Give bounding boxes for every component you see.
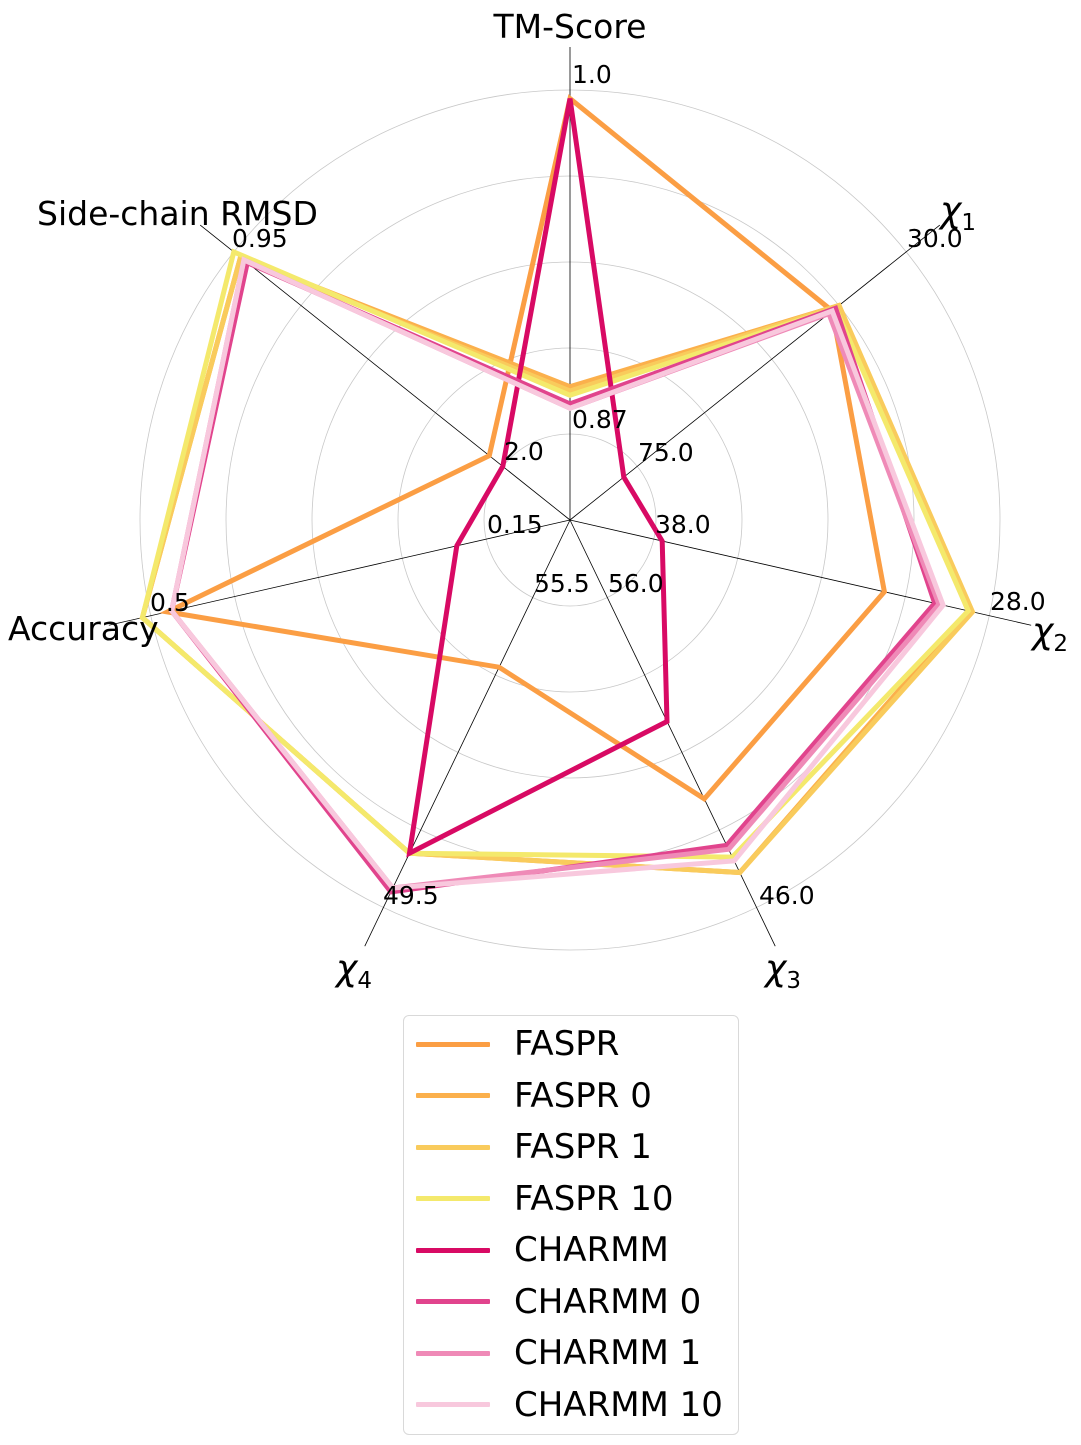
legend-swatch bbox=[416, 1350, 490, 1356]
legend-swatch bbox=[416, 1041, 490, 1047]
legend-label: FASPR 10 bbox=[514, 1178, 674, 1219]
legend-item: CHARMM 1 bbox=[416, 1328, 701, 1378]
legend-swatch bbox=[416, 1144, 490, 1150]
legend-label: CHARMM 1 bbox=[514, 1333, 702, 1373]
series-line bbox=[159, 94, 888, 803]
tick-label-inner: 75.0 bbox=[638, 438, 694, 467]
tick-label-outer: 49.5 bbox=[383, 881, 439, 910]
tick-label-inner: 56.0 bbox=[608, 569, 664, 598]
legend: FASPR FASPR 0 FASPR 1 FASPR 10 CHARMM CHARMM … bbox=[403, 1015, 739, 1435]
legend-item: CHARMM 10 bbox=[416, 1380, 723, 1430]
tick-label-outer: 1.0 bbox=[572, 60, 612, 89]
axis-title: Side-chain RMSD bbox=[37, 194, 318, 233]
series-line bbox=[406, 98, 670, 858]
series-line bbox=[169, 256, 946, 891]
legend-item: FASPR 1 bbox=[416, 1122, 652, 1172]
series-line bbox=[139, 253, 976, 876]
axis-spoke bbox=[199, 224, 571, 521]
tick-label-inner: 55.5 bbox=[534, 569, 590, 598]
legend-item: FASPR 10 bbox=[416, 1174, 673, 1224]
legend-swatch bbox=[416, 1247, 490, 1253]
axis-spoke bbox=[108, 519, 571, 626]
tick-label-inner: 0.87 bbox=[572, 405, 628, 434]
tick-label-outer: 0.95 bbox=[232, 224, 288, 253]
legend-swatch bbox=[416, 1093, 490, 1098]
legend-item: FASPR bbox=[416, 1019, 619, 1069]
series-line bbox=[139, 248, 972, 860]
axis-title: TM-Score bbox=[493, 7, 647, 46]
legend-item: FASPR 0 bbox=[416, 1071, 652, 1121]
tick-label-outer: 46.0 bbox=[759, 881, 815, 910]
tick-label-outer: 0.5 bbox=[150, 588, 190, 617]
legend-item: CHARMM bbox=[416, 1225, 669, 1275]
legend-label: FASPR 1 bbox=[514, 1127, 652, 1167]
tick-label-outer: 28.0 bbox=[990, 587, 1046, 616]
legend-label: FASPR 0 bbox=[514, 1075, 652, 1116]
axis-spoke bbox=[364, 519, 571, 947]
axis-spoke bbox=[569, 224, 941, 521]
radar-series bbox=[139, 94, 976, 895]
axis-title: Accuracy bbox=[8, 609, 159, 648]
legend-label: FASPR bbox=[514, 1024, 620, 1064]
axis-spoke bbox=[569, 519, 776, 947]
legend-swatch bbox=[416, 1402, 490, 1407]
axis-title: χ2 bbox=[1030, 611, 1068, 657]
axis-title: χ1 bbox=[938, 190, 976, 236]
axis-spoke bbox=[569, 519, 1032, 626]
legend-swatch bbox=[416, 1299, 490, 1304]
legend-swatch bbox=[416, 1196, 490, 1201]
axis-title: χ4 bbox=[334, 948, 372, 994]
legend-label: CHARMM bbox=[514, 1230, 669, 1270]
tick-label-inner: 38.0 bbox=[655, 510, 711, 539]
legend-label: CHARMM 10 bbox=[514, 1384, 723, 1425]
axis-title: χ3 bbox=[763, 948, 801, 994]
legend-item: CHARMM 0 bbox=[416, 1277, 701, 1327]
tick-label-inner: 0.15 bbox=[487, 510, 543, 539]
tick-label-outer: 30.0 bbox=[907, 224, 963, 253]
radar-spokes bbox=[108, 47, 1032, 947]
legend-label: CHARMM 0 bbox=[514, 1281, 702, 1322]
tick-label-inner: 2.0 bbox=[504, 437, 544, 466]
